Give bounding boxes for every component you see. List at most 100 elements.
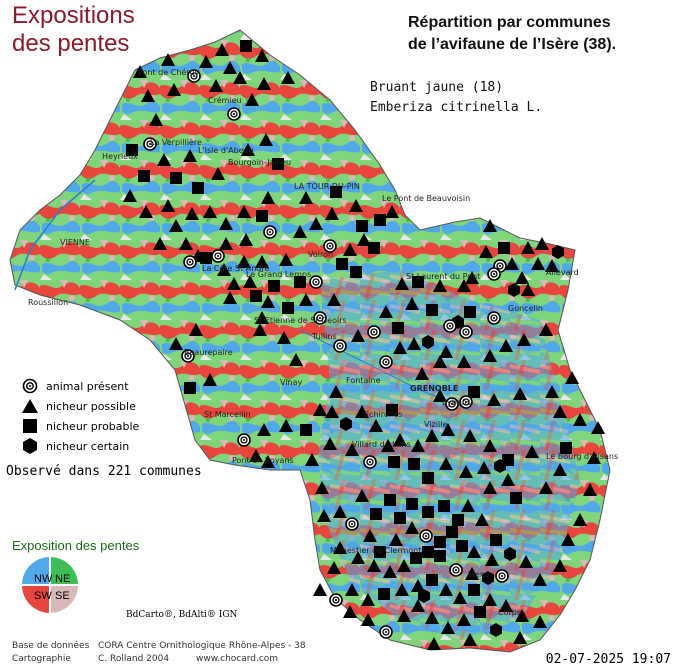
nicheur-possible-marker <box>515 271 529 284</box>
river <box>14 179 96 291</box>
nicheur-probable-marker <box>384 494 396 506</box>
nicheur-probable-marker <box>394 512 406 524</box>
nicheur-possible-marker <box>255 49 269 62</box>
nicheur-probable-marker <box>434 536 446 548</box>
nicheur-possible-marker <box>257 423 271 436</box>
nicheur-possible-marker <box>395 583 409 596</box>
nicheur-probable-marker <box>426 574 438 586</box>
nicheur-certain-marker <box>418 589 430 603</box>
nicheur-probable-marker <box>378 588 390 600</box>
nicheur-possible-marker <box>457 355 471 368</box>
nicheur-probable-marker <box>350 266 362 278</box>
nicheur-possible-marker <box>533 615 547 628</box>
nicheur-certain-marker <box>552 245 564 259</box>
nicheur-probable-marker <box>282 302 294 314</box>
animal-present-marker <box>143 137 157 151</box>
nicheur-probable-marker <box>468 386 480 398</box>
nicheur-possible-marker <box>553 559 567 572</box>
nicheur-possible-marker <box>487 393 501 406</box>
nicheur-possible-marker <box>565 371 579 384</box>
nicheur-probable-marker <box>368 242 380 254</box>
nicheur-possible-marker <box>531 257 545 270</box>
compass-sw-label: SW <box>34 590 52 602</box>
nicheur-possible-marker <box>425 429 439 442</box>
nicheur-probable-marker <box>474 606 486 618</box>
nicheur-possible-marker <box>351 551 365 564</box>
nicheur-possible-marker <box>515 609 529 622</box>
nicheur-possible-marker <box>203 205 217 218</box>
nicheur-possible-marker <box>299 293 313 306</box>
nicheur-probable-marker <box>434 550 446 562</box>
credits-db-value: CORA Centre Ornithologique Rhône-Alpes -… <box>98 641 306 651</box>
nicheur-possible-marker <box>313 583 327 596</box>
nicheur-possible-marker <box>315 481 329 494</box>
nicheur-possible-marker <box>149 113 163 126</box>
nicheur-possible-marker <box>355 405 369 418</box>
nicheur-probable-marker <box>184 382 196 394</box>
compass-se-label: SE <box>55 590 70 602</box>
place-label: Le Bourg d'Oisans <box>546 452 619 461</box>
nicheur-possible-marker <box>293 225 307 238</box>
place-label: Tullins <box>312 332 337 341</box>
animal-present-marker <box>367 325 381 339</box>
nicheur-possible-marker <box>513 387 527 400</box>
nicheur-possible-marker <box>483 439 497 452</box>
animal-present-marker <box>211 249 225 263</box>
place-label: Voiron <box>308 250 334 259</box>
nicheur-probable-marker <box>510 492 522 504</box>
nicheur-possible-marker <box>465 567 479 580</box>
nicheur-possible-marker <box>123 189 137 202</box>
nicheur-possible-marker <box>545 259 559 272</box>
nicheur-certain-marker <box>504 547 516 561</box>
nicheur-probable-marker <box>422 472 434 484</box>
nicheur-possible-marker <box>405 297 419 310</box>
nicheur-possible-marker <box>393 433 407 446</box>
nicheur-possible-marker <box>465 271 479 284</box>
animal-present-marker <box>445 397 459 411</box>
legend-label: nicheur possible <box>46 399 136 413</box>
observation-markers <box>123 40 605 650</box>
nicheur-possible-marker <box>361 613 375 626</box>
place-label: St Etienne de St Geoirs <box>254 316 347 325</box>
nicheur-possible-marker <box>505 257 519 270</box>
place-label: La Verpillière <box>150 138 202 147</box>
compass-sw-sector <box>22 585 50 613</box>
compass-se-sector <box>50 585 78 613</box>
nicheur-possible-marker <box>561 533 575 546</box>
nicheur-possible-marker <box>521 241 535 254</box>
nicheur-possible-marker <box>139 205 153 218</box>
nicheur-possible-marker <box>591 421 605 434</box>
animal-present-marker <box>419 529 433 543</box>
credits-site: www.chocard.com <box>196 654 279 664</box>
nicheur-possible-marker <box>259 133 273 146</box>
nicheur-possible-marker <box>281 71 295 84</box>
nicheur-possible-marker <box>237 205 251 218</box>
nicheur-possible-marker <box>279 253 293 266</box>
nicheur-possible-marker <box>539 323 553 336</box>
nicheur-probable-marker <box>126 144 138 156</box>
place-label: LA TOUR-DU-PIN <box>294 182 360 191</box>
nicheur-possible-marker <box>333 505 347 518</box>
animal-present-marker <box>345 517 359 531</box>
legend-item-possible: nicheur possible <box>20 396 139 416</box>
nicheur-certain-marker <box>508 283 520 297</box>
place-label: Bourgoin-Jallieu <box>228 158 292 167</box>
place-label: Roussillon <box>28 298 69 307</box>
nicheur-possible-marker <box>345 443 359 456</box>
place-label: Mens <box>468 570 490 579</box>
animal-present-marker <box>379 355 393 369</box>
place-label: VIENNE <box>60 238 90 247</box>
nicheur-probable-marker <box>300 424 312 436</box>
credits-db-label: Base de données <box>12 641 90 651</box>
nicheur-possible-marker <box>299 191 313 204</box>
nicheur-possible-marker <box>243 275 257 288</box>
animal-present-marker <box>323 239 337 253</box>
place-label: Le Grand Lemps <box>246 270 312 279</box>
nicheur-possible-marker <box>289 353 303 366</box>
nicheur-possible-marker <box>169 219 183 232</box>
animal-present-marker <box>459 325 473 339</box>
legend-item-certain: nicheur certain <box>20 436 139 456</box>
nicheur-probable-marker <box>406 498 418 510</box>
species-common-name: Bruant jaune (18) <box>370 80 504 95</box>
nicheur-possible-marker <box>539 481 553 494</box>
